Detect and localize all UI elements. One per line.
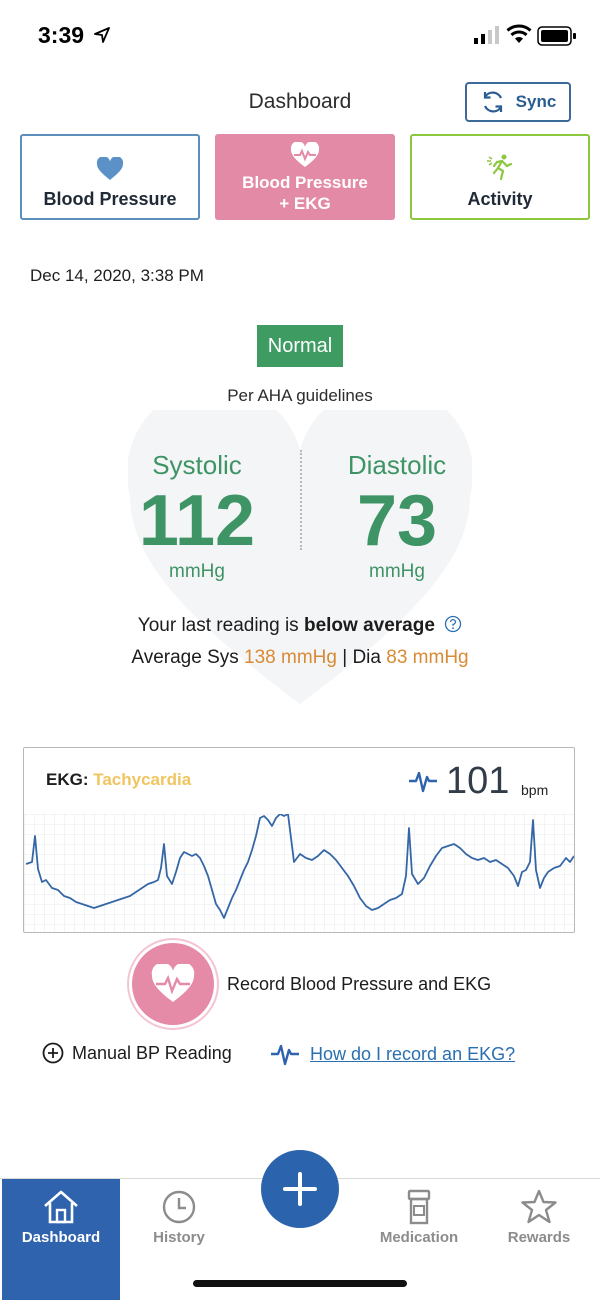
tab-label: History <box>153 1229 205 1246</box>
ekg-condition: Tachycardia <box>93 770 192 789</box>
add-button[interactable] <box>261 1150 339 1228</box>
heart-rate-unit: bpm <box>521 782 549 798</box>
tab-dashboard[interactable]: Dashboard <box>2 1179 120 1300</box>
ekg-help-label: How do I record an EKG? <box>310 1043 516 1064</box>
systolic-block: Systolic 112 mmHg <box>97 450 297 583</box>
ekg-help-link[interactable]: How do I record an EKG? <box>270 1040 515 1068</box>
mode-card-label-line2: + EKG <box>279 194 331 213</box>
sync-button[interactable]: Sync <box>465 82 571 122</box>
mode-card-blood-pressure[interactable]: Blood Pressure <box>20 134 200 220</box>
avg-separator: | Dia <box>336 647 387 668</box>
mode-card-blood-pressure-ekg[interactable]: Blood Pressure + EKG <box>215 134 395 220</box>
status-bar: 3:39 <box>0 0 600 70</box>
pill-bottle-icon <box>407 1189 431 1225</box>
location-arrow-icon <box>94 27 110 43</box>
ekg-trace <box>25 814 574 919</box>
home-indicator <box>193 1280 407 1287</box>
clock-icon <box>162 1190 196 1224</box>
diastolic-block: Diastolic 73 mmHg <box>297 450 497 583</box>
mode-card-activity[interactable]: Activity <box>410 134 590 220</box>
record-label[interactable]: Record Blood Pressure and EKG <box>227 974 492 994</box>
help-icon[interactable] <box>444 615 462 633</box>
home-icon <box>44 1190 78 1224</box>
wifi-icon <box>506 24 532 43</box>
tab-rewards[interactable]: Rewards <box>480 1179 598 1300</box>
ekg-waveform <box>24 814 574 932</box>
manual-bp-reading-button[interactable]: Manual BP Reading <box>42 1042 232 1064</box>
status-time: 3:39 <box>38 22 85 48</box>
heart-pulse-icon <box>151 964 195 1002</box>
page-title: Dashboard <box>248 90 352 113</box>
cellular-signal-icon <box>474 26 499 44</box>
diastolic-value: 73 <box>356 481 438 561</box>
record-button[interactable] <box>132 943 214 1025</box>
tab-label: Dashboard <box>21 1229 101 1246</box>
ekg-label-prefix: EKG: <box>46 770 94 789</box>
ekg-panel[interactable]: EKG: Tachycardia 101 bpm <box>23 747 575 933</box>
heart-icon <box>96 157 124 180</box>
tab-label: Rewards <box>507 1229 571 1246</box>
summary-prefix: Your last reading is <box>137 615 304 636</box>
sync-icon <box>483 91 502 113</box>
tab-history[interactable]: History <box>120 1179 238 1300</box>
star-icon <box>521 1189 557 1224</box>
mode-card-label: Blood Pressure <box>43 189 177 209</box>
status-badge: Normal <box>257 325 343 367</box>
manual-bp-label: Manual BP Reading <box>72 1042 232 1063</box>
pulse-icon <box>409 771 437 793</box>
systolic-value: 112 <box>138 481 256 561</box>
mode-card-label-line1: Blood Pressure <box>242 173 368 192</box>
tab-label: Medication <box>379 1229 459 1246</box>
plus-circle-icon <box>42 1042 64 1064</box>
battery-icon <box>537 26 576 46</box>
avg-sys-prefix: Average Sys <box>131 647 245 668</box>
diastolic-label: Diastolic <box>347 450 447 480</box>
systolic-label: Systolic <box>152 450 242 480</box>
guideline-note: Per AHA guidelines <box>227 386 373 405</box>
systolic-unit: mmHg <box>169 561 225 582</box>
heart-rate-value: 101 <box>446 760 510 802</box>
diastolic-unit: mmHg <box>369 561 425 582</box>
avg-sys-value: 138 mmHg <box>244 647 337 668</box>
average-readings: Average Sys 138 mmHg | Dia 83 mmHg <box>0 647 600 669</box>
plus-icon <box>283 1172 317 1206</box>
running-person-icon <box>487 154 513 181</box>
tab-medication[interactable]: Medication <box>360 1179 478 1300</box>
reading-timestamp: Dec 14, 2020, 3:38 PM <box>30 266 204 285</box>
heart-pulse-icon <box>290 142 320 167</box>
pulse-icon <box>271 1044 299 1066</box>
avg-dia-value: 83 mmHg <box>386 647 469 668</box>
sync-label: Sync <box>515 92 557 111</box>
ekg-label: EKG: Tachycardia <box>46 770 191 790</box>
reading-divider <box>300 450 302 550</box>
summary-emphasis: below average <box>303 615 435 636</box>
mode-card-label: Activity <box>467 189 533 209</box>
reading-summary: Your last reading is below average <box>0 615 600 637</box>
heart-background-shape <box>128 410 472 704</box>
